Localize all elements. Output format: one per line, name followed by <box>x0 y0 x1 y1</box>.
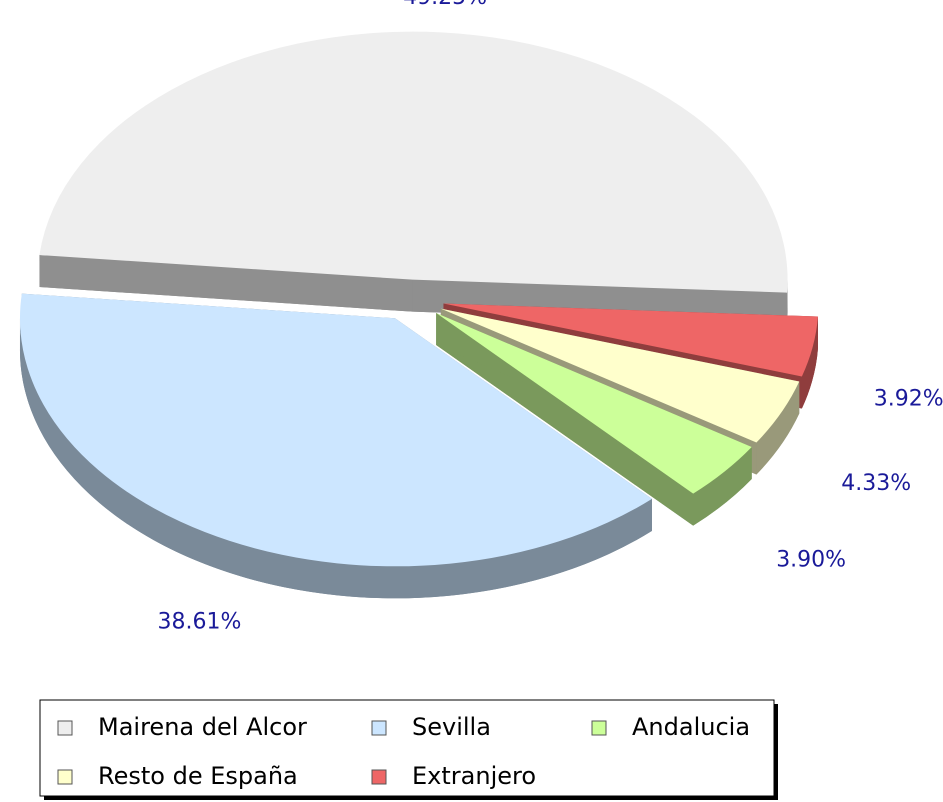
legend: Mairena del Alcor Sevilla Andalucia Resto d… <box>57 713 750 790</box>
data-label: 3.90% <box>776 548 846 573</box>
slice-side <box>756 381 800 475</box>
pie-slice <box>436 313 752 526</box>
data-label: 3.92% <box>874 387 943 412</box>
pie-slice <box>19 293 652 599</box>
slice-side <box>693 447 752 526</box>
slice-top <box>19 293 652 567</box>
slice-top <box>440 308 800 443</box>
slice-wall <box>39 254 413 312</box>
legend-label: Resto de España <box>98 762 298 790</box>
slice-top <box>39 31 788 293</box>
legend-swatch <box>57 769 73 785</box>
legend-label: Mairena del Alcor <box>98 713 307 741</box>
legend-label: Sevilla <box>412 713 491 741</box>
data-label: 4.33% <box>841 471 911 496</box>
legend-label: Andalucia <box>632 713 750 741</box>
legend-swatch <box>371 769 387 785</box>
data-label: 38.61% <box>157 609 241 634</box>
data-labels: 49.25% 38.61% 3.90% 4.33% 3.92% <box>157 0 943 634</box>
slice-side <box>801 316 818 409</box>
legend-swatch <box>371 720 387 736</box>
legend-swatch <box>57 720 73 736</box>
legend-label: Extranjero <box>412 762 536 790</box>
slice-side <box>19 318 652 599</box>
legend-box <box>39 699 775 797</box>
slice-top <box>443 303 818 377</box>
pie-slice <box>39 31 788 325</box>
data-label: 49.25% <box>403 0 487 10</box>
legend-swatch <box>591 720 607 736</box>
pie <box>19 31 818 599</box>
slice-top <box>436 313 752 494</box>
